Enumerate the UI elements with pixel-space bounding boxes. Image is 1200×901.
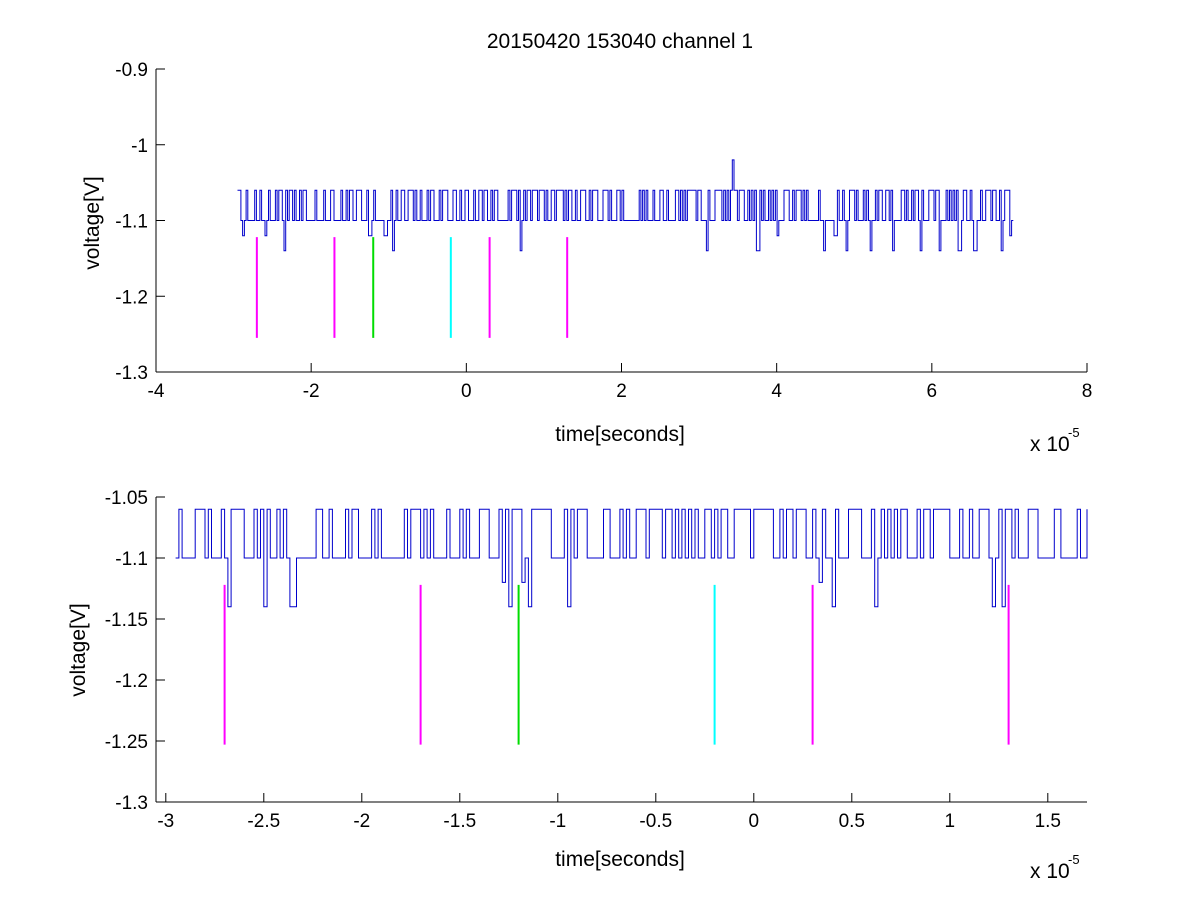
x-tick-label: 1.5 [1035,811,1061,832]
top-x-multiplier-exponent: -5 [1068,425,1080,440]
y-tick-label: -1.05 [105,488,148,509]
x-tick-label: -1 [549,811,566,832]
x-tick-label: 8 [1082,381,1093,402]
x-tick-label: -2.5 [247,811,280,832]
bottom-x-multiplier-exponent: -5 [1068,852,1080,867]
x-tick-label: 4 [771,381,782,402]
y-tick-label: -0.9 [115,60,148,81]
subplot-top: 20150420 153040 channel 1 -4 -2 0 2 4 6 8-1.3-… [81,30,1092,456]
y-tick-label: -1.15 [105,610,148,631]
bottom-plot-area: -3 -2.5 -2 -1.5 -1 -0.5 0 0.5 1 1.5 -1.3 -1.25 -1.2 -… [105,488,1088,832]
x-tick-label: 2 [616,381,627,402]
x-tick-label: 0 [749,811,760,832]
chart-title: 20150420 153040 channel 1 [487,30,753,53]
y-tick-label: -1.1 [115,212,148,233]
x-tick-label: 0 [461,381,472,402]
signal-series-line [237,159,1014,252]
bottom-x-multiplier: x 10 [1030,860,1070,883]
top-x-multiplier: x 10 [1030,433,1070,456]
y-tick-label: -1.3 [115,793,148,814]
x-tick-label: 6 [927,381,938,402]
top-y-axis-label: voltage[V] [81,176,104,269]
y-tick-label: -1.25 [105,732,148,753]
y-tick-label: -1.1 [115,549,148,570]
subplot-bottom: -3 -2.5 -2 -1.5 -1 -0.5 0 0.5 1 1.5 -1.3 -1.25 -1.2 -… [67,488,1088,883]
x-tick-label: -3 [157,811,174,832]
x-tick-label: -4 [148,381,165,402]
y-tick-label: -1 [131,136,148,157]
x-tick-label: -1.5 [443,811,476,832]
x-tick-label: -2 [303,381,320,402]
x-tick-label: 0.5 [839,811,865,832]
x-tick-label: 1 [945,811,956,832]
x-tick-label: -2 [353,811,370,832]
signal-series-line [175,508,1088,608]
x-tick-label: -0.5 [639,811,672,832]
y-tick-label: -1.2 [115,287,148,308]
y-tick-label: -1.3 [115,363,148,384]
top-plot-area: -4 -2 0 2 4 6 8 -1.3 -1.2 -1.1 -1 -0.9 [115,60,1092,402]
y-tick-label: -1.2 [115,671,148,692]
bottom-y-axis-label: voltage[V] [67,603,90,696]
bottom-x-axis-label: time[seconds] [555,848,685,871]
top-x-axis-label: time[seconds] [555,423,685,446]
